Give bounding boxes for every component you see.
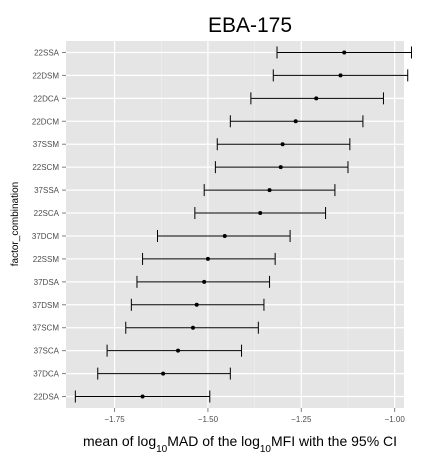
mean-point-37DCA (161, 371, 166, 376)
y-tick-label: 22SSM (33, 255, 60, 264)
mean-point-22DSM (338, 73, 343, 78)
y-tick-label: 22DCA (33, 94, 59, 103)
y-tick-label: 22SCM (32, 163, 59, 172)
mean-point-22SSM (205, 256, 210, 261)
mean-point-37SCM (190, 325, 195, 330)
y-tick-label: 37SCM (32, 324, 59, 333)
mean-point-22SSA (342, 50, 347, 55)
error-bars (74, 46, 412, 403)
y-tick-label: 37DSA (34, 278, 60, 287)
x-axis-ticks: −1.75 −1.50 −1.25 −1.00 (104, 408, 405, 424)
y-tick-label: 22SCA (34, 209, 60, 218)
mean-point-22DCA (314, 96, 319, 101)
y-tick-label: 22SSA (34, 48, 60, 57)
x-tick-label: −1.00 (385, 415, 406, 424)
y-tick-label: 22DCM (32, 117, 59, 126)
y-tick-label: 37DSM (32, 301, 59, 310)
x-tick-label: −1.25 (291, 415, 312, 424)
x-tick-label: −1.75 (104, 415, 125, 424)
mean-point-37DSM (194, 302, 199, 307)
y-tick-label: 37DCM (32, 232, 59, 241)
mean-point-37DSA (202, 279, 207, 284)
y-axis-label: factor_combination (10, 182, 21, 267)
chart-title: EBA-175 (208, 14, 292, 37)
y-tick-label: 22DSA (34, 393, 60, 402)
plot-panel (66, 41, 404, 408)
y-tick-label: 37SCA (34, 347, 60, 356)
y-tick-label: 37SSM (33, 140, 60, 149)
mean-point-37SCA (176, 348, 181, 353)
mean-point-37DCM (222, 233, 227, 238)
mean-point-37SSM (280, 142, 285, 147)
mean-point-22SCM (278, 165, 283, 170)
y-tick-label: 37SSA (34, 186, 60, 195)
y-axis-ticks: 22SSA 22DSM 22DCA 22DCM 37SSM 22SCM 37SSA 22SCA… (32, 48, 66, 402)
mean-point-22SCA (258, 211, 263, 216)
y-tick-label: 37DCA (33, 370, 59, 379)
x-tick-label: −1.50 (198, 415, 219, 424)
x-axis-label: mean of log10MAD of the log10MFI with th… (83, 433, 397, 455)
y-tick-label: 22DSM (32, 71, 59, 80)
mean-point-22DSA (140, 394, 145, 399)
mean-point-22DCM (293, 119, 298, 124)
mean-point-37SSA (267, 188, 272, 193)
